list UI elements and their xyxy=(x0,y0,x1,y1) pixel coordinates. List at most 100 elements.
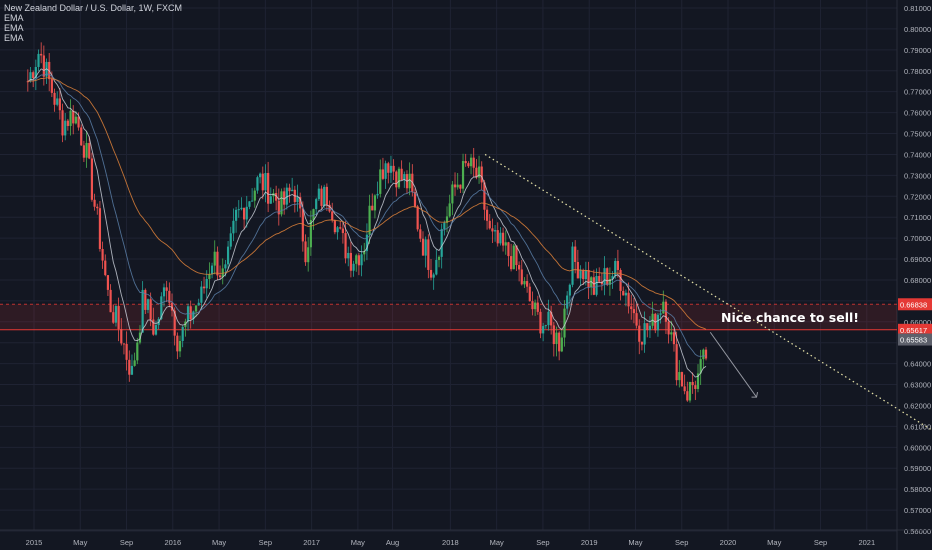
candle-body xyxy=(475,167,478,178)
candle-body xyxy=(445,216,449,223)
y-tick-label: 0.76000 xyxy=(904,109,931,118)
x-tick-label: May xyxy=(490,538,504,547)
candle-body xyxy=(117,306,120,330)
candle-body xyxy=(531,301,534,310)
candle-body xyxy=(336,227,339,233)
candle-body xyxy=(141,289,144,333)
candle-body xyxy=(232,220,235,234)
candle-body xyxy=(237,209,240,211)
candle-body xyxy=(360,254,363,266)
x-tick-label: 2015 xyxy=(26,538,43,547)
candle-body xyxy=(672,332,676,345)
candle-body xyxy=(176,335,179,352)
candle-body xyxy=(363,251,366,255)
candle-body xyxy=(152,319,155,335)
candle-body xyxy=(85,142,88,158)
candle-body xyxy=(510,256,513,270)
ema-mid-line xyxy=(27,73,707,357)
candle-body xyxy=(501,232,505,246)
candle-body xyxy=(480,166,483,183)
x-tick-label: May xyxy=(73,538,87,547)
candle-body xyxy=(64,120,67,136)
y-tick-label: 0.62000 xyxy=(904,401,931,410)
candle-body xyxy=(277,200,280,215)
y-tick-label: 0.74000 xyxy=(904,150,931,159)
candle-body xyxy=(53,92,56,105)
candle-body xyxy=(50,79,53,93)
candle-body xyxy=(694,385,697,389)
candle-body xyxy=(32,72,35,78)
candle-body xyxy=(299,196,302,209)
candle-body xyxy=(186,306,190,322)
candle-body xyxy=(304,241,307,263)
candle-body xyxy=(387,163,390,173)
candle-body xyxy=(213,251,216,266)
candle-body xyxy=(136,342,139,361)
candle-body xyxy=(280,191,283,215)
candle-body xyxy=(379,169,382,194)
y-tick-label: 0.75000 xyxy=(904,130,931,139)
candle-body xyxy=(61,110,64,136)
candle-body xyxy=(635,313,638,326)
candle-body xyxy=(146,299,150,310)
ema-indicator-label[interactable]: EMA xyxy=(4,33,24,43)
price-badge xyxy=(898,323,932,336)
candle-body xyxy=(413,192,417,207)
candle-body xyxy=(109,289,112,313)
candle-body xyxy=(114,306,118,323)
trendline xyxy=(484,153,932,431)
candle-body xyxy=(416,206,419,230)
candle-body xyxy=(526,281,529,287)
candle-body xyxy=(453,184,457,188)
candle-body xyxy=(568,284,571,296)
candle-body xyxy=(675,344,678,381)
candle-body xyxy=(144,289,147,310)
candle-body xyxy=(512,245,515,270)
ema-indicator-label[interactable]: EMA xyxy=(4,13,24,23)
candle-body xyxy=(392,165,395,172)
candle-body xyxy=(309,219,312,248)
candle-body xyxy=(216,251,219,276)
candle-body xyxy=(376,193,379,196)
candle-body xyxy=(680,372,684,387)
candle-body xyxy=(456,184,459,188)
candle-body xyxy=(477,166,481,178)
candle-body xyxy=(646,323,649,331)
candle-body xyxy=(243,207,246,220)
x-tick-label: 2019 xyxy=(581,538,598,547)
candle-body xyxy=(98,208,102,249)
candle-body xyxy=(333,220,336,233)
x-tick-label: Sep xyxy=(259,538,272,547)
candle-body xyxy=(58,98,61,111)
candle-body xyxy=(483,182,486,210)
candle-body xyxy=(536,302,539,312)
candle-body xyxy=(149,299,152,320)
candle-body xyxy=(520,269,523,285)
candle-body xyxy=(352,263,355,271)
y-tick-label: 0.66000 xyxy=(904,318,931,327)
annotation-text: Nice chance to sell! xyxy=(721,310,859,325)
y-tick-label: 0.81000 xyxy=(904,4,931,13)
candle-body xyxy=(229,233,232,247)
candle-body xyxy=(656,314,660,331)
price-badge-label: 0.65617 xyxy=(900,326,927,335)
x-tick-label: 2018 xyxy=(442,538,459,547)
candle-body xyxy=(403,174,406,181)
candle-body xyxy=(563,308,566,338)
resistance-zone xyxy=(0,304,897,330)
x-tick-label: May xyxy=(628,538,642,547)
candle-body xyxy=(40,53,43,56)
candle-body xyxy=(611,275,614,279)
candle-body xyxy=(269,196,272,204)
x-tick-label: 2016 xyxy=(164,538,181,547)
candle-body xyxy=(168,290,171,303)
candle-body xyxy=(496,230,499,244)
chart-legend: New Zealand Dollar / U.S. Dollar, 1W, FX… xyxy=(4,3,182,43)
candle-body xyxy=(160,296,163,319)
y-tick-label: 0.64000 xyxy=(904,360,931,369)
candle-body xyxy=(608,278,611,285)
candle-body xyxy=(686,391,689,401)
ema-indicator-label[interactable]: EMA xyxy=(4,23,24,33)
candle-body xyxy=(528,286,531,302)
